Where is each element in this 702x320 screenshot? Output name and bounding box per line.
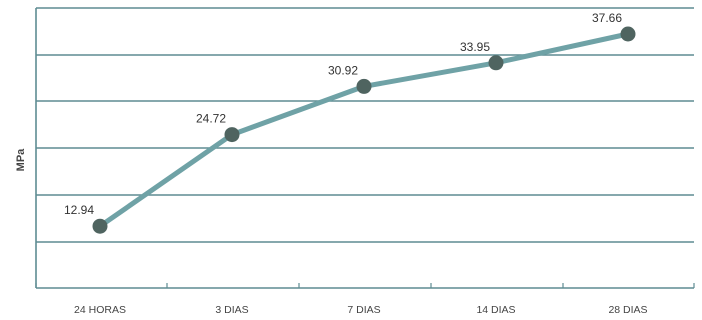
axes — [35, 8, 694, 289]
data-points — [92, 26, 636, 234]
x-tick-label-3: 14 DIAS — [476, 304, 515, 316]
data-point-3 — [488, 55, 504, 71]
x-tick-label-2: 7 DIAS — [347, 304, 380, 316]
data-point-2 — [356, 78, 372, 94]
data-point-4 — [620, 26, 636, 42]
data-label-2: 30.92 — [328, 63, 358, 77]
series-line-group — [97, 31, 631, 229]
data-label-4: 37.66 — [592, 11, 622, 25]
x-tick-label-4: 28 DIAS — [608, 304, 647, 316]
data-point-1 — [224, 127, 240, 143]
series-line — [97, 31, 631, 229]
data-label-0: 12.94 — [64, 203, 94, 217]
data-label-1: 24.72 — [196, 112, 226, 126]
x-tick-labels: 24 HORAS 3 DIAS 7 DIAS 14 DIAS 28 DIAS — [74, 304, 648, 316]
x-tick-label-0: 24 HORAS — [74, 304, 126, 316]
y-axis-title: MPa — [15, 148, 27, 172]
data-label-3: 33.95 — [460, 40, 490, 54]
x-axis-ticks — [35, 283, 695, 288]
data-labels: 12.94 24.72 30.92 33.95 37.66 — [64, 11, 622, 217]
data-point-0 — [92, 218, 108, 234]
x-tick-label-1: 3 DIAS — [215, 304, 248, 316]
